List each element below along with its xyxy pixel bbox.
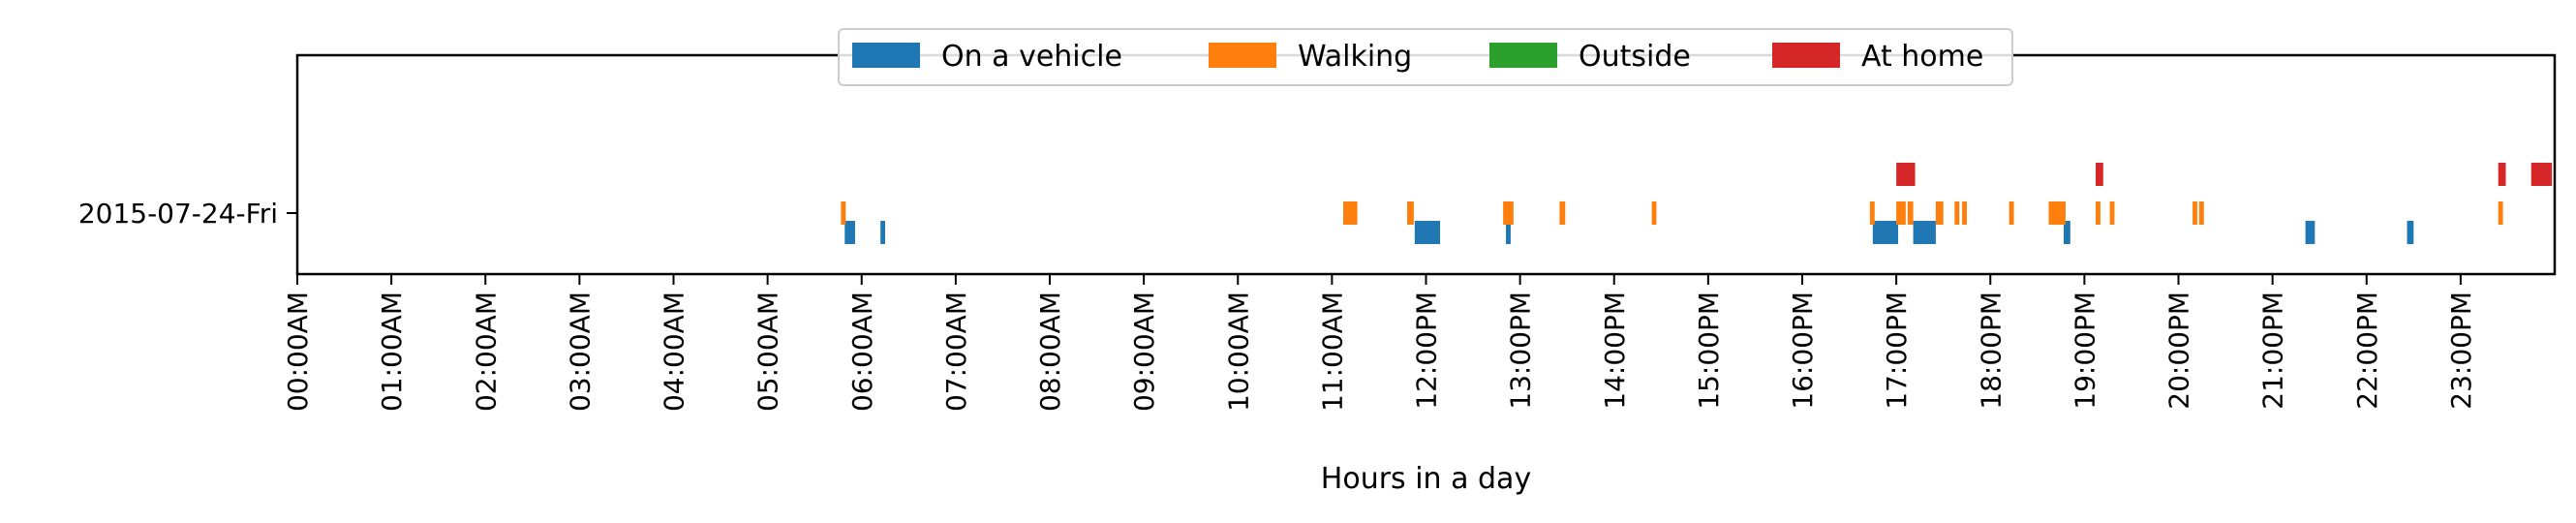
bar-walking-5	[1651, 201, 1657, 225]
bar-walking-8	[1907, 201, 1914, 225]
legend-label: At home	[1861, 40, 1983, 74]
bar-walking-10	[1954, 201, 1960, 225]
bar-walking-13	[2048, 201, 2066, 225]
x-tick-label: 09:00AM	[1128, 292, 1160, 412]
x-tick-label: 19:00PM	[2069, 292, 2101, 410]
x-tick-label: 02:00AM	[470, 292, 502, 412]
x-tick-label: 07:00AM	[940, 292, 972, 412]
bar-walking-16	[2193, 201, 2197, 225]
bar-on-a-vehicle-1	[880, 221, 886, 244]
bar-on-a-vehicle-6	[2064, 221, 2070, 244]
x-tick-label: 10:00AM	[1222, 292, 1254, 412]
x-tick-label: 11:00AM	[1316, 292, 1348, 412]
x-tick-label: 03:00AM	[564, 292, 596, 412]
x-tick-label: 06:00AM	[846, 292, 878, 412]
bar-at-home-3	[2530, 163, 2553, 186]
bar-walking-15	[2109, 201, 2115, 225]
legend-swatch	[1489, 43, 1557, 68]
bar-on-a-vehicle-8	[2407, 221, 2414, 244]
bar-on-a-vehicle-3	[1506, 221, 1511, 244]
x-tick-label: 13:00PM	[1505, 292, 1537, 410]
x-tick-label: 14:00PM	[1599, 292, 1631, 410]
x-tick-label: 22:00PM	[2351, 292, 2383, 410]
bar-on-a-vehicle-4	[1872, 221, 1899, 244]
bar-walking-4	[1559, 201, 1566, 225]
bar-walking-18	[2498, 201, 2503, 225]
x-tick-label: 17:00PM	[1881, 292, 1913, 410]
x-axis-ticks: 00:00AM 01:00AM 02:00AM 03:00AM 04:00AM 05:00…	[282, 274, 2477, 412]
bar-on-a-vehicle-5	[1913, 221, 1936, 244]
x-tick-label: 00:00AM	[282, 292, 314, 412]
x-tick-label: 01:00AM	[376, 292, 408, 412]
bar-on-a-vehicle-7	[2305, 221, 2315, 244]
bar-walking-14	[2096, 201, 2101, 225]
bar-walking-9	[1935, 201, 1944, 225]
legend-box	[838, 28, 2013, 86]
bar-walking-17	[2198, 201, 2204, 225]
bar-walking-2	[1407, 201, 1414, 225]
x-tick-label: 15:00PM	[1693, 292, 1725, 410]
bar-walking-11	[1962, 201, 1967, 225]
bar-walking-3	[1503, 201, 1514, 225]
bar-walking-1	[1343, 201, 1358, 225]
x-tick-label: 16:00PM	[1787, 292, 1819, 410]
legend-swatch	[852, 43, 920, 68]
bar-at-home-0	[1896, 163, 1916, 186]
bar-walking-7	[1896, 201, 1906, 225]
bar-walking-0	[841, 201, 846, 225]
legend-swatch	[1209, 43, 1276, 68]
x-tick-label: 08:00AM	[1034, 292, 1066, 412]
x-tick-label: 23:00PM	[2445, 292, 2477, 410]
y-axis-ticks: 2015-07-24-Fri	[78, 198, 297, 230]
x-tick-label: 05:00AM	[752, 292, 784, 412]
activity-bars	[841, 163, 2553, 244]
y-tick-label: 2015-07-24-Fri	[78, 198, 278, 230]
legend-swatch	[1772, 43, 1840, 68]
x-axis-label: Hours in a day	[1321, 462, 1531, 496]
bar-walking-12	[2009, 201, 2014, 225]
bar-at-home-1	[2096, 163, 2103, 186]
bar-walking-6	[1869, 201, 1875, 225]
x-tick-label: 20:00PM	[2163, 292, 2195, 410]
bar-at-home-2	[2498, 163, 2506, 186]
x-tick-label: 21:00PM	[2257, 292, 2289, 410]
bar-on-a-vehicle-0	[844, 221, 855, 244]
x-tick-label: 18:00PM	[1975, 292, 2007, 410]
legend: On a vehicle Walking Outside At home	[838, 28, 2013, 86]
x-tick-label: 12:00PM	[1411, 292, 1443, 410]
legend-label: Walking	[1298, 40, 1412, 74]
x-tick-label: 04:00AM	[659, 292, 690, 412]
bar-on-a-vehicle-2	[1414, 221, 1441, 244]
legend-label: Outside	[1579, 40, 1691, 74]
legend-label: On a vehicle	[941, 40, 1122, 74]
